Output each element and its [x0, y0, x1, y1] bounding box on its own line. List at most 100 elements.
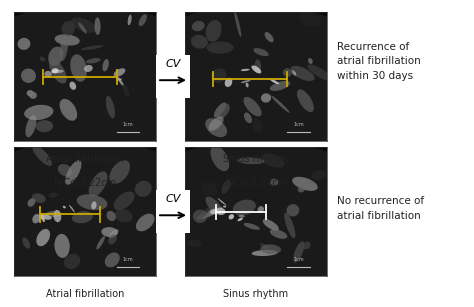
- Ellipse shape: [225, 78, 232, 87]
- Ellipse shape: [292, 177, 318, 191]
- Ellipse shape: [52, 68, 59, 73]
- Ellipse shape: [36, 120, 53, 132]
- Ellipse shape: [261, 93, 271, 103]
- Ellipse shape: [60, 99, 77, 121]
- Ellipse shape: [89, 171, 108, 197]
- Ellipse shape: [284, 212, 295, 238]
- Ellipse shape: [308, 64, 332, 81]
- Ellipse shape: [60, 34, 68, 61]
- Ellipse shape: [298, 186, 305, 192]
- Ellipse shape: [216, 208, 226, 215]
- Ellipse shape: [29, 92, 37, 99]
- Ellipse shape: [264, 32, 273, 42]
- Ellipse shape: [261, 154, 284, 168]
- Polygon shape: [82, 128, 429, 296]
- Ellipse shape: [94, 17, 100, 35]
- Ellipse shape: [237, 157, 264, 164]
- Ellipse shape: [22, 238, 30, 249]
- Ellipse shape: [252, 250, 278, 256]
- Ellipse shape: [270, 229, 287, 239]
- Ellipse shape: [206, 20, 221, 42]
- Polygon shape: [0, 0, 259, 161]
- Ellipse shape: [51, 70, 64, 73]
- Ellipse shape: [218, 198, 227, 205]
- Ellipse shape: [36, 229, 50, 246]
- Ellipse shape: [303, 242, 310, 249]
- Ellipse shape: [210, 146, 229, 171]
- Ellipse shape: [311, 170, 326, 180]
- Ellipse shape: [78, 22, 87, 34]
- Ellipse shape: [114, 209, 133, 222]
- Ellipse shape: [193, 210, 208, 223]
- Ellipse shape: [292, 72, 296, 75]
- Ellipse shape: [192, 21, 205, 31]
- Ellipse shape: [109, 160, 130, 184]
- Ellipse shape: [48, 192, 58, 198]
- Ellipse shape: [251, 65, 261, 73]
- Ellipse shape: [24, 105, 54, 120]
- Ellipse shape: [139, 14, 147, 26]
- Ellipse shape: [244, 112, 252, 123]
- Ellipse shape: [200, 182, 218, 197]
- Ellipse shape: [209, 116, 224, 131]
- Ellipse shape: [293, 241, 304, 262]
- Ellipse shape: [77, 194, 108, 210]
- Ellipse shape: [81, 45, 103, 50]
- Ellipse shape: [109, 229, 118, 239]
- Ellipse shape: [297, 89, 314, 112]
- Ellipse shape: [241, 80, 251, 83]
- Ellipse shape: [244, 223, 260, 230]
- Ellipse shape: [233, 200, 256, 216]
- Ellipse shape: [32, 193, 46, 203]
- Ellipse shape: [291, 66, 314, 81]
- Ellipse shape: [214, 102, 226, 118]
- Ellipse shape: [237, 218, 243, 221]
- Ellipse shape: [234, 11, 241, 37]
- Ellipse shape: [45, 211, 61, 217]
- Ellipse shape: [70, 54, 87, 82]
- Text: IVCd 2.22cm: IVCd 2.22cm: [225, 178, 287, 188]
- Ellipse shape: [65, 160, 82, 185]
- Ellipse shape: [244, 97, 262, 116]
- Ellipse shape: [58, 164, 73, 177]
- Ellipse shape: [221, 180, 231, 194]
- Ellipse shape: [96, 236, 105, 250]
- Text: 1cm: 1cm: [293, 122, 304, 127]
- Ellipse shape: [107, 211, 116, 221]
- Ellipse shape: [257, 206, 264, 213]
- Ellipse shape: [205, 118, 227, 137]
- Ellipse shape: [102, 59, 109, 72]
- Ellipse shape: [283, 68, 292, 77]
- Ellipse shape: [123, 84, 129, 97]
- Ellipse shape: [287, 204, 299, 216]
- Ellipse shape: [106, 96, 115, 119]
- Ellipse shape: [246, 83, 249, 87]
- Ellipse shape: [108, 235, 117, 244]
- Ellipse shape: [27, 90, 34, 97]
- Ellipse shape: [187, 239, 202, 247]
- Ellipse shape: [117, 79, 122, 81]
- Ellipse shape: [228, 214, 234, 220]
- Ellipse shape: [252, 119, 262, 132]
- Ellipse shape: [191, 35, 208, 49]
- Text: 1cm: 1cm: [293, 257, 304, 262]
- Text: CV: CV: [165, 59, 181, 69]
- Ellipse shape: [260, 244, 281, 254]
- Text: Sinus rhythm: Sinus rhythm: [223, 289, 289, 299]
- Text: 1cm: 1cm: [123, 122, 133, 127]
- Ellipse shape: [216, 103, 230, 119]
- Ellipse shape: [197, 207, 222, 220]
- Ellipse shape: [271, 95, 290, 113]
- Ellipse shape: [270, 81, 290, 91]
- Ellipse shape: [54, 210, 61, 222]
- Text: Recurrence of
atrial fibrillation
within 30 days: Recurrence of atrial fibrillation within…: [337, 42, 420, 81]
- Ellipse shape: [33, 146, 52, 166]
- Ellipse shape: [18, 38, 30, 50]
- Text: Atrial fibrillation: Atrial fibrillation: [46, 154, 125, 164]
- Ellipse shape: [292, 70, 297, 76]
- Ellipse shape: [84, 65, 93, 72]
- Ellipse shape: [270, 79, 279, 84]
- Ellipse shape: [70, 82, 76, 90]
- Ellipse shape: [21, 68, 36, 83]
- Ellipse shape: [91, 201, 97, 209]
